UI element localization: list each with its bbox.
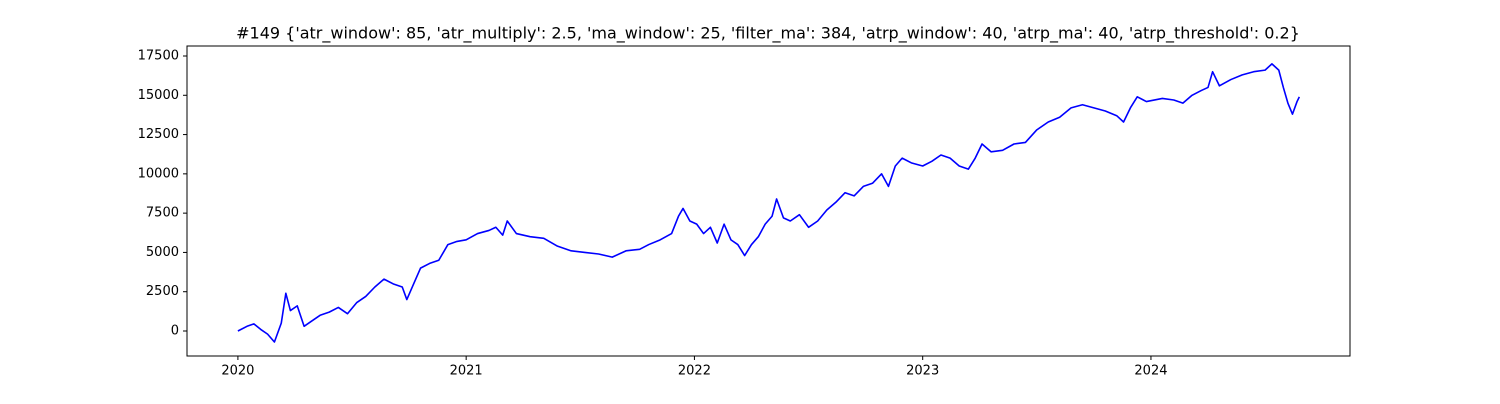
plot-frame [186, 45, 1351, 357]
y-tick-label: 2500 [146, 284, 179, 299]
y-tick-label: 10000 [138, 166, 179, 181]
y-tick-label: 17500 [138, 48, 179, 63]
y-tick-label: 12500 [138, 127, 179, 142]
x-tick-label: 2020 [221, 364, 254, 379]
chart-title: #149 {'atr_window': 85, 'atr_multiply': … [236, 24, 1300, 44]
y-tick-label: 0 [171, 323, 179, 338]
y-tick-label: 15000 [138, 88, 179, 103]
y-tick-label: 5000 [146, 245, 179, 260]
x-tick-label: 2021 [450, 364, 483, 379]
x-tick-label: 2024 [1134, 364, 1167, 379]
line [237, 63, 1301, 343]
x-tick-label: 2023 [906, 364, 939, 379]
x-tick-label: 2022 [678, 364, 711, 379]
y-tick-label: 7500 [146, 206, 179, 221]
